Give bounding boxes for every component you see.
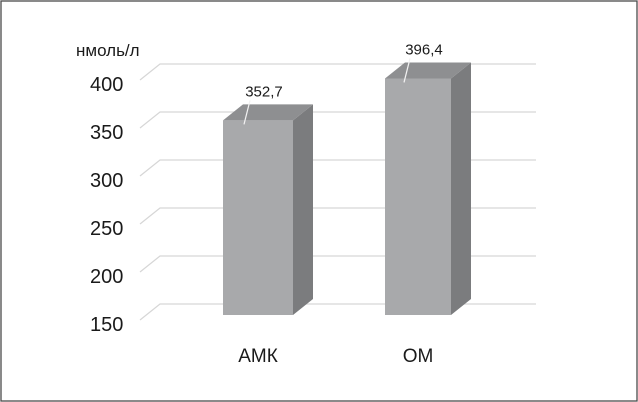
category-label-АМК: АМК <box>238 346 278 367</box>
gridline-150 <box>139 303 536 321</box>
gridline-350 <box>139 111 536 129</box>
y-tick-label-300: 300 <box>90 170 123 192</box>
y-axis-unit-label: нмоль/л <box>76 41 140 60</box>
data-label-АМК: 352,7 <box>245 83 283 100</box>
gridline-200 <box>139 255 536 273</box>
gridline-300 <box>139 159 536 177</box>
bar-side-ОМ <box>451 62 471 316</box>
labels: 150 200 250 300 350 400 352,7 АМК 396,4 ОМ <box>90 41 443 367</box>
bar-front-АМК <box>223 120 293 316</box>
bar-side-АМК <box>293 104 313 316</box>
y-tick-label-250: 250 <box>90 218 123 240</box>
bar-ОМ <box>385 62 471 316</box>
leader-line-АМК <box>243 100 251 125</box>
gridline-400 <box>139 63 536 81</box>
bar-front-ОМ <box>385 78 451 316</box>
leader-line-ОМ <box>403 58 411 83</box>
y-tick-label-200: 200 <box>90 266 123 288</box>
y-tick-label-350: 350 <box>90 122 123 144</box>
gridlines <box>139 63 536 321</box>
category-label-ОМ: ОМ <box>403 346 434 367</box>
bars <box>223 62 471 316</box>
data-label-ОМ: 396,4 <box>405 41 443 58</box>
y-tick-label-150: 150 <box>90 314 123 336</box>
bar-АМК <box>223 104 313 316</box>
gridline-250 <box>139 207 536 225</box>
y-tick-label-400: 400 <box>90 74 123 96</box>
